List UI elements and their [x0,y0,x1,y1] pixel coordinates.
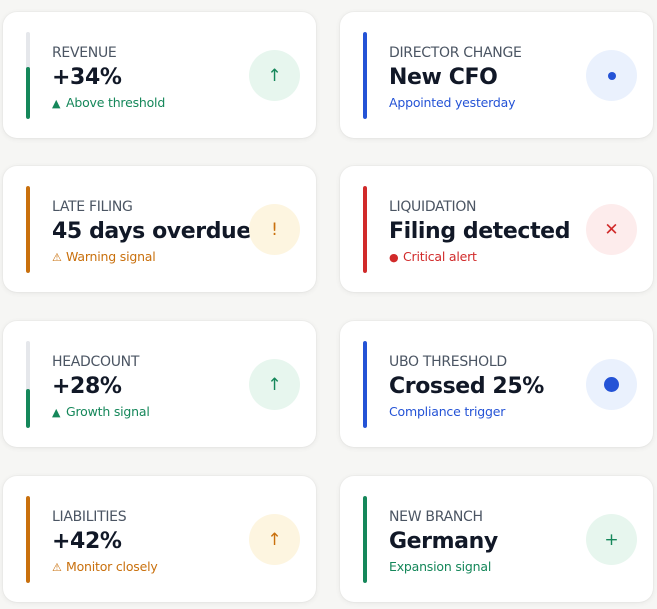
close-x-icon: ✕ [586,204,637,255]
card-label: LIQUIDATION [389,199,477,215]
card-label: UBO THRESHOLD [389,354,507,370]
dot-icon [586,359,637,410]
card-status: ⚠ Monitor closely [52,558,236,576]
signal-strength-bar [26,496,30,583]
card-label: LIABILITIES [52,509,127,525]
bullet-icon: ● [389,251,399,264]
signal-card-liquidation[interactable]: LIQUIDATION Filing detected ● Critical al… [340,166,653,292]
card-status: ▲ Growth signal [52,403,236,421]
arrow-up-icon: ↑ [249,514,300,565]
card-status: Appointed yesterday [389,95,516,110]
signal-card-ubo-threshold[interactable]: UBO THRESHOLD Crossed 25% Compliance tri… [340,321,653,447]
card-label: NEW BRANCH [389,509,483,525]
card-value: +42% [52,529,122,554]
card-value: Filing detected [389,219,571,244]
signal-card-liabilities[interactable]: LIABILITIES +42% ⚠ Monitor closely ↑ [3,476,316,602]
card-value: +28% [52,374,122,399]
card-status: ▲ Above threshold [52,94,236,112]
signal-card-director-change[interactable]: DIRECTOR CHANGE New CFO Appointed yester… [340,12,653,138]
card-value: 45 days overdue [52,219,251,244]
card-label: HEADCOUNT [52,354,140,370]
triangle-up-icon: ▲ [52,97,61,110]
card-value: Germany [389,529,498,554]
signal-strength-bar [363,186,367,273]
signal-strength-bar [363,341,367,428]
dot-icon [586,50,637,101]
signal-strength-bar [26,186,30,273]
card-status: Expansion signal [389,559,492,574]
card-status: ⚠ Warning signal [52,248,236,266]
card-status: Compliance trigger [389,404,506,419]
card-value: Crossed 25% [389,374,544,399]
arrow-up-icon: ↑ [249,359,300,410]
warning-icon: ⚠ [52,561,62,574]
signal-card-revenue[interactable]: REVENUE +34% ▲ Above threshold ↑ [3,12,316,138]
signal-strength-bar [26,341,30,428]
signal-card-headcount[interactable]: HEADCOUNT +28% ▲ Growth signal ↑ [3,321,316,447]
exclamation-icon: ! [249,204,300,255]
card-label: LATE FILING [52,199,133,215]
arrow-up-icon: ↑ [249,50,300,101]
card-value: New CFO [389,65,498,90]
signal-card-late-filing[interactable]: LATE FILING 45 days overdue ⚠ Warning sig… [3,166,316,292]
card-status: ● Critical alert [389,248,573,266]
card-label: DIRECTOR CHANGE [389,45,522,61]
card-value: +34% [52,65,122,90]
card-label: REVENUE [52,45,117,61]
signal-strength-bar [26,32,30,119]
plus-icon: + [586,514,637,565]
signal-strength-bar [363,32,367,119]
signal-card-new-branch[interactable]: NEW BRANCH Germany Expansion signal + [340,476,653,602]
triangle-up-icon: ▲ [52,406,61,419]
signal-strength-bar [363,496,367,583]
warning-icon: ⚠ [52,251,62,264]
